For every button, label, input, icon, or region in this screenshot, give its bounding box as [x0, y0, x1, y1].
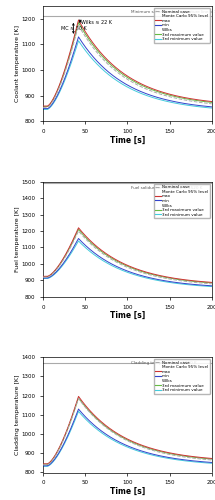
X-axis label: Time [s]: Time [s] — [110, 136, 145, 144]
Y-axis label: Cladding temperature [K]: Cladding temperature [K] — [15, 374, 20, 455]
Y-axis label: Coolant temperature [K]: Coolant temperature [K] — [15, 25, 20, 102]
Text: Minimum saturation temperature line = 1710 K: Minimum saturation temperature line = 17… — [131, 10, 215, 14]
Legend: Nominal case, Monte Carlo 95% level, max, min, Wilks, 3rd maximum value, 3rd min: Nominal case, Monte Carlo 95% level, max… — [154, 8, 210, 43]
X-axis label: Time [s]: Time [s] — [110, 486, 145, 496]
Text: Wilks ≈ 22 K: Wilks ≈ 22 K — [81, 20, 112, 25]
Text: Fuel solidus temperature = 1520 K: Fuel solidus temperature = 1520 K — [131, 186, 202, 190]
Y-axis label: Fuel temperature [K]: Fuel temperature [K] — [15, 206, 20, 272]
Text: Cladding temperature = 1350 K: Cladding temperature = 1350 K — [131, 361, 196, 365]
Legend: Nominal case, Monte Carlo 95% level, max, min, Wilks, 3rd maximum value, 3rd min: Nominal case, Monte Carlo 95% level, max… — [154, 359, 210, 394]
Text: MC ≈ 30 K: MC ≈ 30 K — [61, 26, 86, 31]
X-axis label: Time [s]: Time [s] — [110, 311, 145, 320]
Legend: Nominal case, Monte Carlo 95% level, max, min, Wilks, 3rd maximum value, 3rd min: Nominal case, Monte Carlo 95% level, max… — [154, 184, 210, 218]
